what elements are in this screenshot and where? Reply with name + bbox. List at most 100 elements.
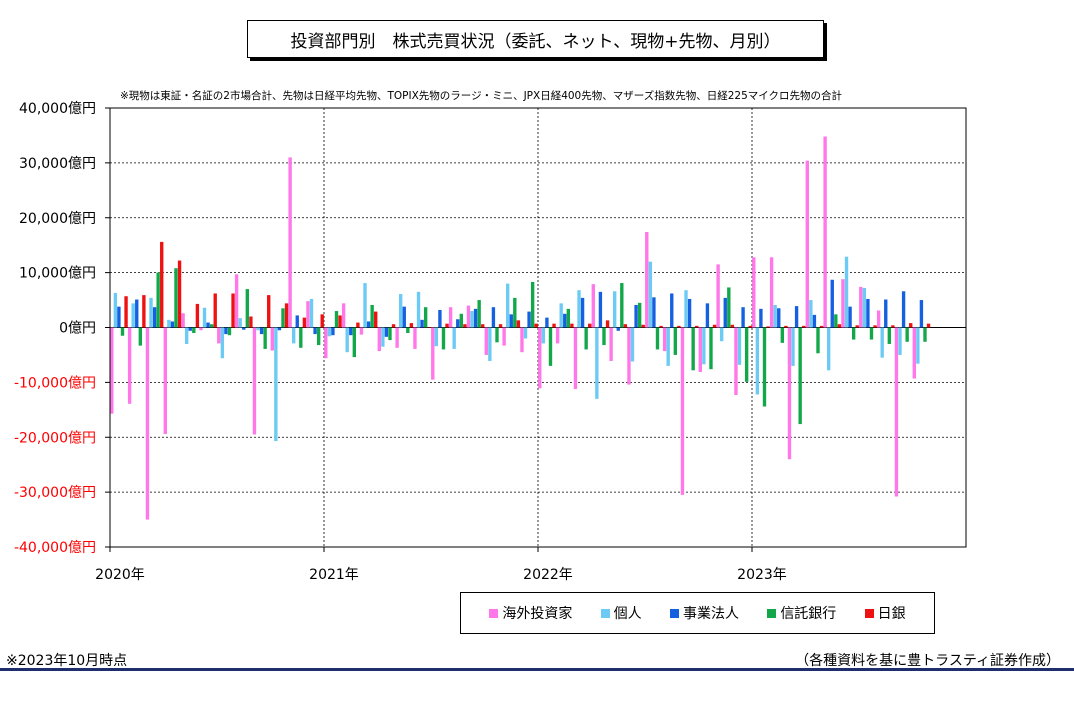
bar-海外投資家-2023-07 bbox=[859, 286, 863, 328]
bar-個人-2023-08 bbox=[880, 327, 884, 358]
bar-海外投資家-2020-05 bbox=[181, 313, 185, 328]
bar-日銀-2023-01 bbox=[766, 326, 770, 328]
legend-label-trust-bank: 信託銀行 bbox=[780, 606, 837, 622]
bar-日銀-2023-09 bbox=[909, 323, 913, 328]
bar-個人-2023-02 bbox=[773, 305, 777, 328]
bar-海外投資家-2022-01 bbox=[538, 327, 542, 389]
legend-label-corporate: 事業法人 bbox=[682, 606, 739, 622]
bar-海外投資家-2022-05 bbox=[609, 327, 613, 361]
bar-日銀-2023-06 bbox=[855, 325, 859, 328]
bar-事業法人-2023-05 bbox=[830, 279, 834, 328]
legend-item-foreign: 海外投資家 bbox=[489, 603, 572, 623]
bar-事業法人-2022-04 bbox=[598, 291, 603, 328]
bar-信託銀行-2021-04 bbox=[388, 327, 392, 341]
bar-海外投資家-2022-11 bbox=[716, 264, 720, 328]
bar-海外投資家-2022-03 bbox=[573, 327, 578, 389]
gridlines bbox=[110, 108, 966, 547]
legend-item-trust-bank: 信託銀行 bbox=[767, 603, 836, 623]
bar-事業法人-2023-06 bbox=[848, 306, 852, 328]
bar-個人-2023-03 bbox=[791, 327, 795, 366]
bar-個人-2023-10 bbox=[916, 327, 920, 364]
bar-日銀-2021-04 bbox=[391, 324, 396, 328]
x-tick-label: 2020年 bbox=[95, 567, 145, 583]
bar-個人-2022-06 bbox=[630, 327, 635, 362]
y-tick-label: 10,000億円 bbox=[19, 266, 96, 282]
bar-海外投資家-2023-03 bbox=[787, 327, 792, 460]
legend-swatch-trust-bank bbox=[767, 608, 777, 618]
bar-事業法人-2023-08 bbox=[884, 299, 888, 328]
bar-個人-2022-05 bbox=[613, 291, 617, 328]
bar-個人-2020-09 bbox=[256, 327, 260, 331]
bar-事業法人-2021-01 bbox=[331, 327, 335, 336]
bar-日銀-2020-02 bbox=[142, 295, 146, 328]
bar-個人-2020-01 bbox=[113, 292, 118, 328]
bar-信託銀行-2022-05 bbox=[620, 283, 624, 328]
bar-個人-2021-03 bbox=[363, 283, 367, 328]
bar-日銀-2022-11 bbox=[730, 324, 735, 328]
bar-信託銀行-2021-07 bbox=[441, 327, 446, 350]
bar-海外投資家-2020-04 bbox=[163, 327, 167, 434]
bar-日銀-2022-04 bbox=[605, 320, 610, 328]
bar-個人-2020-10 bbox=[274, 327, 278, 442]
bar-日銀-2020-05 bbox=[195, 303, 200, 328]
bar-海外投資家-2021-10 bbox=[484, 327, 488, 355]
bar-信託銀行-2023-09 bbox=[905, 327, 909, 342]
legend-label-foreign: 海外投資家 bbox=[502, 606, 573, 622]
bar-信託銀行-2020-11 bbox=[299, 327, 303, 348]
bar-個人-2022-12 bbox=[737, 327, 742, 365]
bar-信託銀行-2020-06 bbox=[209, 324, 214, 328]
bar-事業法人-2021-04 bbox=[384, 327, 389, 337]
bar-事業法人-2021-02 bbox=[349, 327, 353, 336]
bar-事業法人-2021-10 bbox=[491, 307, 496, 328]
bar-事業法人-2020-02 bbox=[135, 299, 139, 328]
bar-海外投資家-2022-09 bbox=[680, 327, 685, 495]
bar-事業法人-2020-04 bbox=[170, 321, 175, 328]
bar-事業法人-2021-03 bbox=[366, 321, 371, 328]
bar-信託銀行-2022-07 bbox=[655, 327, 660, 350]
bar-事業法人-2020-07 bbox=[224, 327, 228, 335]
bar-事業法人-2020-10 bbox=[277, 327, 282, 331]
bar-個人-2022-10 bbox=[702, 327, 706, 365]
bar-事業法人-2023-07 bbox=[866, 298, 870, 328]
bar-個人-2022-02 bbox=[559, 303, 563, 328]
bar-個人-2021-05 bbox=[399, 294, 403, 328]
bar-信託銀行-2022-08 bbox=[673, 327, 677, 355]
bar-日銀-2022-06 bbox=[641, 324, 645, 328]
bar-海外投資家-2020-08 bbox=[234, 274, 239, 328]
bar-個人-2021-02 bbox=[345, 327, 349, 353]
bar-海外投資家-2022-10 bbox=[698, 327, 702, 372]
bar-事業法人-2022-03 bbox=[580, 297, 585, 328]
bar-日銀-2023-10 bbox=[926, 323, 931, 328]
bar-事業法人-2023-04 bbox=[812, 314, 817, 328]
bar-事業法人-2023-09 bbox=[901, 291, 906, 328]
bar-海外投資家-2021-02 bbox=[341, 303, 346, 328]
bar-事業法人-2022-11 bbox=[723, 297, 727, 328]
bar-信託銀行-2020-08 bbox=[245, 289, 249, 328]
bar-個人-2023-06 bbox=[844, 256, 849, 328]
bar-海外投資家-2021-01 bbox=[324, 327, 328, 359]
legend-swatch-corporate bbox=[669, 608, 679, 618]
bar-海外投資家-2021-08 bbox=[448, 307, 453, 328]
legend-item-individual: 個人 bbox=[600, 603, 642, 623]
bar-海外投資家-2022-12 bbox=[734, 327, 738, 395]
bar-個人-2021-04 bbox=[381, 327, 385, 347]
bar-海外投資家-2023-10 bbox=[912, 327, 916, 379]
bar-事業法人-2020-06 bbox=[206, 322, 210, 328]
bar-信託銀行-2020-01 bbox=[120, 327, 125, 336]
bar-日銀-2020-11 bbox=[302, 317, 307, 328]
bar-日銀-2023-08 bbox=[891, 325, 895, 328]
bar-信託銀行-2023-04 bbox=[816, 327, 820, 354]
bar-海外投資家-2023-05 bbox=[823, 136, 827, 328]
bar-事業法人-2023-02 bbox=[777, 308, 781, 328]
bar-個人-2022-08 bbox=[666, 327, 670, 366]
bar-個人-2021-01 bbox=[327, 327, 332, 337]
bar-日銀-2020-04 bbox=[177, 260, 182, 328]
bar-個人-2023-07 bbox=[862, 287, 867, 328]
bar-信託銀行-2022-02 bbox=[566, 308, 570, 328]
bar-信託銀行-2020-02 bbox=[138, 327, 142, 346]
plot-area-border bbox=[109, 107, 967, 548]
x-tick-label: 2021年 bbox=[309, 567, 359, 583]
bar-信託銀行-2023-02 bbox=[780, 327, 784, 343]
bar-信託銀行-2020-03 bbox=[156, 272, 160, 328]
bar-個人-2022-03 bbox=[577, 290, 581, 328]
